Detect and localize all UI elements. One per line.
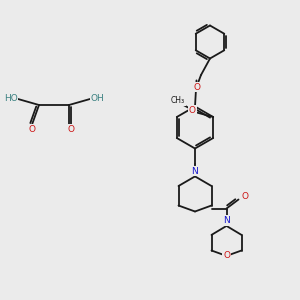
Text: O: O <box>241 192 248 201</box>
Text: O: O <box>67 125 74 134</box>
Text: N: N <box>223 216 230 225</box>
Text: N: N <box>192 167 198 176</box>
Text: HO: HO <box>4 94 17 103</box>
Text: O: O <box>223 251 230 260</box>
Text: OH: OH <box>91 94 104 103</box>
Text: O: O <box>189 106 196 115</box>
Text: O: O <box>193 82 200 91</box>
Text: O: O <box>29 125 36 134</box>
Text: CH₃: CH₃ <box>171 96 185 105</box>
